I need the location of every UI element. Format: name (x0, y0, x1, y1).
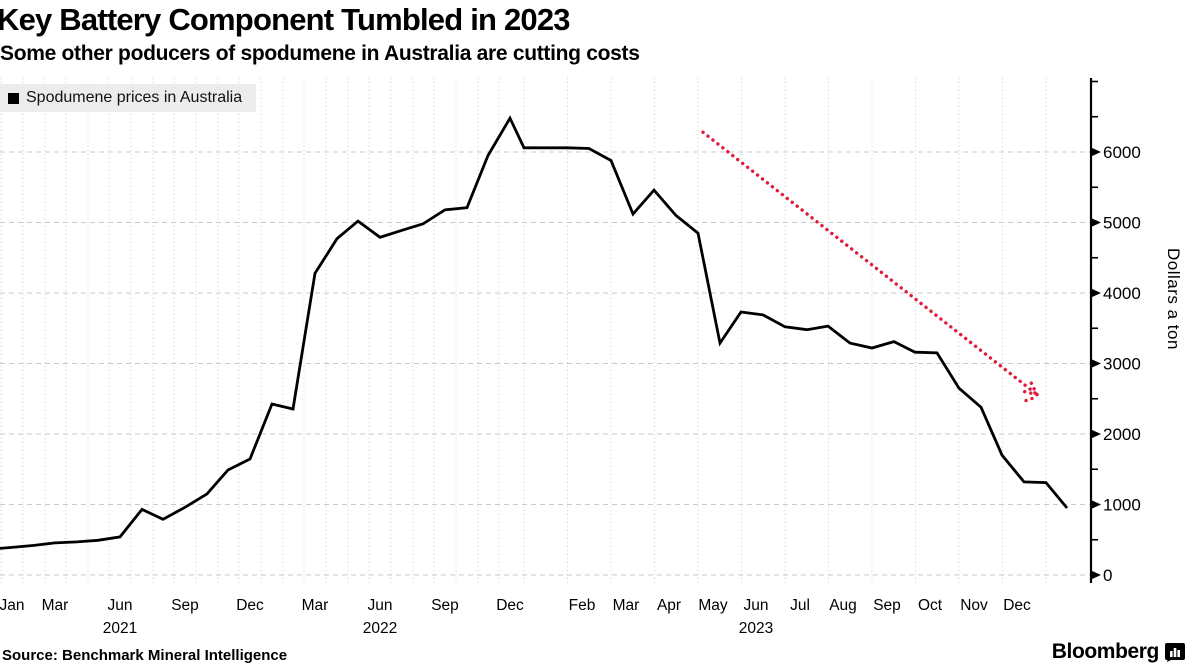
x-axis-tick-label: Jul (790, 597, 810, 614)
y-axis-minor-ticks (1091, 80, 1098, 541)
y-axis-tick-label: 0 (1103, 566, 1112, 585)
page-title: Key Battery Component Tumbled in 2023 (0, 2, 571, 37)
x-axis-tick-label: Jan (0, 597, 25, 614)
y-axis-major-ticks: 0 1000 2000 3000 4000 5000 6000 (1091, 143, 1141, 585)
bloomberg-terminal-icon (1165, 642, 1185, 662)
legend-swatch-icon (8, 92, 19, 104)
vertical-gridlines (0, 78, 1047, 583)
y-axis-tick-label: 2000 (1103, 425, 1141, 444)
x-axis-tick-label: Apr (657, 597, 681, 614)
y-axis-title: Dollars a ton (1164, 248, 1183, 350)
x-axis-tick-label: May (698, 597, 728, 614)
legend-label: Spodumene prices in Australia (26, 89, 243, 106)
page-subtitle: Some other poducers of spodumene in Aust… (0, 42, 640, 65)
x-axis-tick-label: Sep (431, 597, 459, 614)
x-axis-tick-label: Jun (744, 597, 769, 614)
x-axis-tick-label: Dec (496, 597, 524, 614)
price-line (0, 115, 1069, 550)
x-axis-tick-label: Oct (918, 597, 943, 614)
source-note: Source: Benchmark Mineral Intelligence (2, 647, 287, 664)
x-axis-tick-label: Jun (108, 597, 133, 614)
x-axis-tick-label: Dec (236, 597, 264, 614)
y-axis-tick-label: 6000 (1103, 143, 1141, 162)
x-axis-tick-label: Dec (1003, 597, 1031, 614)
trend-arrow (701, 130, 1039, 403)
x-axis-tick-label: Nov (960, 597, 988, 614)
source-label: Source: (2, 647, 58, 664)
x-axis-tick-label: Feb (569, 597, 596, 614)
bloomberg-wordmark: Bloomberg (1051, 640, 1160, 663)
x-axis-tick-label: Sep (873, 597, 901, 614)
y-axis-tick-label: 3000 (1103, 355, 1141, 374)
x-axis-tick-label: Jun (368, 597, 393, 614)
legend: Spodumene prices in Australia (0, 84, 257, 112)
y-axis-tick-label: 5000 (1103, 214, 1141, 233)
horizontal-gridlines (0, 151, 1090, 576)
x-axis-year-label: 2021 (103, 620, 137, 637)
y-axis-tick-label: 1000 (1103, 496, 1141, 515)
x-axis-tick-label: Aug (829, 597, 857, 614)
y-axis-tick-label: 4000 (1103, 284, 1141, 303)
x-axis-tick-label: Mar (613, 597, 640, 614)
x-axis-year-label: 2022 (363, 620, 397, 637)
x-axis-year-label: 2023 (739, 620, 773, 637)
source-text: Benchmark Mineral Intelligence (62, 647, 288, 664)
x-axis-tick-label: Mar (302, 597, 329, 614)
bloomberg-branding: Bloomberg (1052, 640, 1185, 664)
x-axis-tick-label: Sep (171, 597, 199, 614)
x-axis-labels: Jan Mar Jun 2021 Sep Dec Mar Jun 2022 Sep Dec Feb Ma… (0, 597, 1031, 637)
x-axis-tick-label: Mar (42, 597, 69, 614)
